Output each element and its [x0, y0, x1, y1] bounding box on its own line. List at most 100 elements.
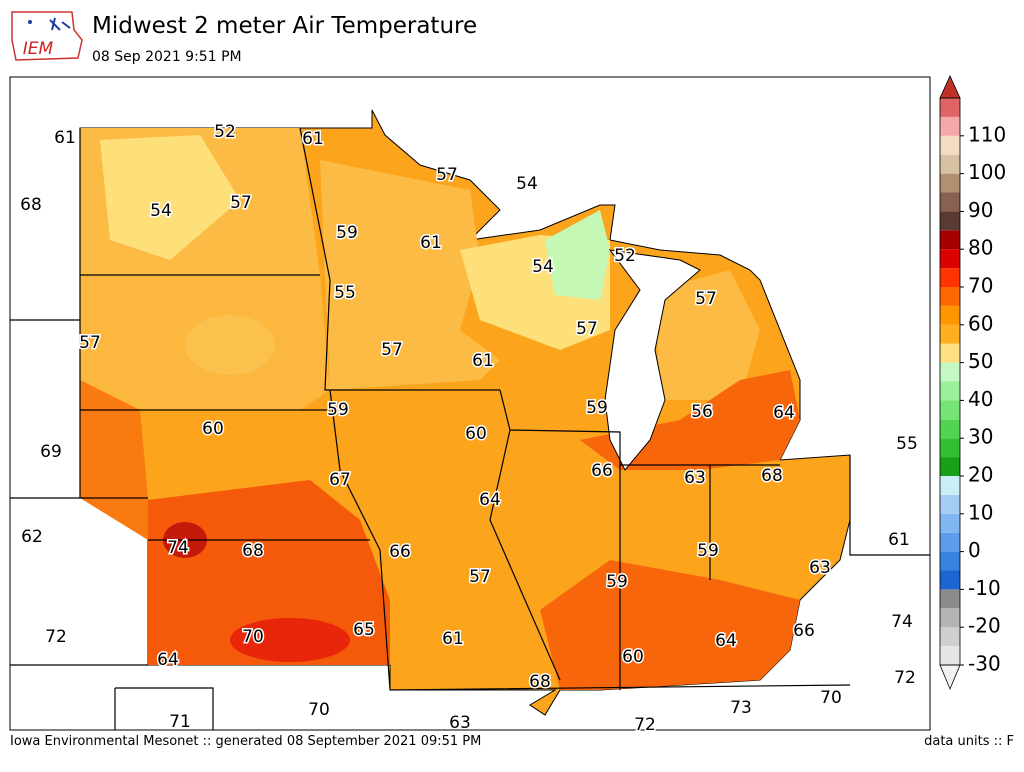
temperature-zone — [540, 560, 800, 690]
colorbar-tick-label: 40 — [968, 387, 993, 411]
colorbar-bin — [940, 211, 960, 231]
temperature-label: 54 — [532, 257, 554, 277]
logo: IEM — [11, 11, 83, 61]
colorbar-frame — [939, 97, 961, 666]
temperature-label: 57 — [381, 340, 403, 360]
temperature-zone — [100, 135, 240, 260]
temperature-label: 68 — [529, 672, 551, 692]
temperature-label: 61 — [420, 233, 442, 253]
colorbar-bin — [940, 154, 960, 174]
logo-icon — [49, 17, 71, 31]
temperature-label: 57 — [469, 567, 491, 587]
colorbar-bin — [940, 343, 960, 363]
colorbar-tick-label: -10 — [968, 576, 1001, 600]
temperature-label: 70 — [242, 627, 264, 647]
temperature-label: 61 — [888, 530, 910, 550]
temperature-label: 66 — [389, 542, 411, 562]
colorbar-tick-label: 20 — [968, 463, 993, 487]
colorbar-bin — [940, 627, 960, 647]
temperature-label: 63 — [809, 558, 831, 578]
logo-icon — [28, 20, 32, 24]
colorbar-bin — [940, 192, 960, 212]
temperature-label: 74 — [891, 612, 913, 632]
temperature-label: 59 — [327, 400, 349, 420]
temperature-label: 69 — [40, 442, 62, 462]
colorbar-tick-label: 80 — [968, 236, 993, 260]
colorbar-bin — [940, 457, 960, 476]
colorbar: -30 -20 -10 0 10 20 30 40 50 60 70 80 90 100 110 — [939, 75, 1006, 691]
temperature-label: 62 — [21, 527, 43, 547]
footer-units: data units :: F — [924, 734, 1014, 749]
lake — [604, 249, 701, 471]
colorbar-bin — [940, 532, 960, 552]
temperature-label: 57 — [436, 165, 458, 185]
logo-text: IEM — [23, 39, 54, 59]
temperature-label: 68 — [761, 466, 783, 486]
temperature-label: 52 — [614, 246, 636, 266]
temperature-label: 61 — [54, 128, 76, 148]
temperature-label: 65 — [353, 620, 375, 640]
temperature-label: 71 — [169, 712, 191, 732]
temperature-label: 59 — [586, 398, 608, 418]
colorbar-bin — [940, 570, 960, 590]
temperature-label: 54 — [150, 201, 172, 221]
subtitle: 08 Sep 2021 9:51 PM — [92, 49, 242, 65]
temperature-label: 59 — [336, 223, 358, 243]
temperature-zone — [80, 275, 330, 410]
temperature-label: 60 — [622, 647, 644, 667]
colorbar-bin — [940, 400, 960, 420]
colorbar-tick-label: 30 — [968, 425, 993, 449]
colorbar-tick-label: 60 — [968, 311, 993, 335]
colorbar-bin — [940, 230, 960, 250]
temperature-label: 72 — [634, 715, 656, 735]
temperature-label: 57 — [79, 333, 101, 353]
colorbar-bin — [940, 173, 960, 193]
temperature-label: 60 — [202, 419, 224, 439]
temperature-label: 60 — [465, 424, 487, 444]
temperature-label: 59 — [697, 541, 719, 561]
temperature-label: 61 — [472, 351, 494, 371]
temperature-label: 74 — [167, 538, 189, 558]
colorbar-tick-label: 0 — [968, 538, 981, 562]
temperature-label: 64 — [715, 631, 737, 651]
colorbar-bin — [940, 438, 960, 458]
colorbar-bin — [940, 381, 960, 401]
temperature-label: 57 — [230, 193, 252, 213]
colorbar-bin — [940, 98, 960, 117]
colorbar-over — [939, 75, 961, 99]
colorbar-bin — [940, 589, 960, 609]
colorbar-bin — [940, 476, 960, 495]
map — [9, 76, 931, 731]
colorbar-tick-label: 10 — [968, 500, 993, 524]
state-border — [10, 127, 930, 730]
footer-source: Iowa Environmental Mesonet :: generated … — [10, 734, 481, 749]
colorbar-bin — [940, 287, 960, 306]
temperature-label: 57 — [695, 289, 717, 309]
temperature-label: 56 — [691, 402, 713, 422]
temperature-label: 61 — [442, 629, 464, 649]
colorbar-tick-label: 70 — [968, 274, 993, 298]
temperature-label: 54 — [516, 174, 538, 194]
temperature-label: 61 — [302, 129, 324, 149]
temperature-label: 66 — [591, 461, 613, 481]
temperature-label: 52 — [214, 122, 236, 142]
colorbar-under — [939, 664, 961, 691]
temperature-label: 63 — [449, 713, 471, 733]
temperature-label: 67 — [329, 470, 351, 490]
title: Midwest 2 meter Air Temperature — [92, 13, 477, 39]
temperature-zone — [148, 480, 390, 665]
temperature-label: 64 — [479, 490, 501, 510]
temperature-label: 70 — [820, 688, 842, 708]
temperature-label: 63 — [684, 468, 706, 488]
temperature-label: 73 — [730, 698, 752, 718]
temperature-zone — [230, 618, 350, 662]
colorbar-bin — [940, 324, 960, 344]
colorbar-bin — [940, 135, 960, 155]
temperature-zone — [655, 270, 760, 400]
temperature-label: 64 — [773, 403, 795, 423]
temperature-label: 72 — [894, 668, 916, 688]
map-labels: 61 52 61 68 54 57 57 54 59 61 54 52 55 57 57 57 61 57 60 59… — [19, 121, 920, 737]
colorbar-bin — [940, 608, 960, 628]
temperature-label: 70 — [308, 700, 330, 720]
